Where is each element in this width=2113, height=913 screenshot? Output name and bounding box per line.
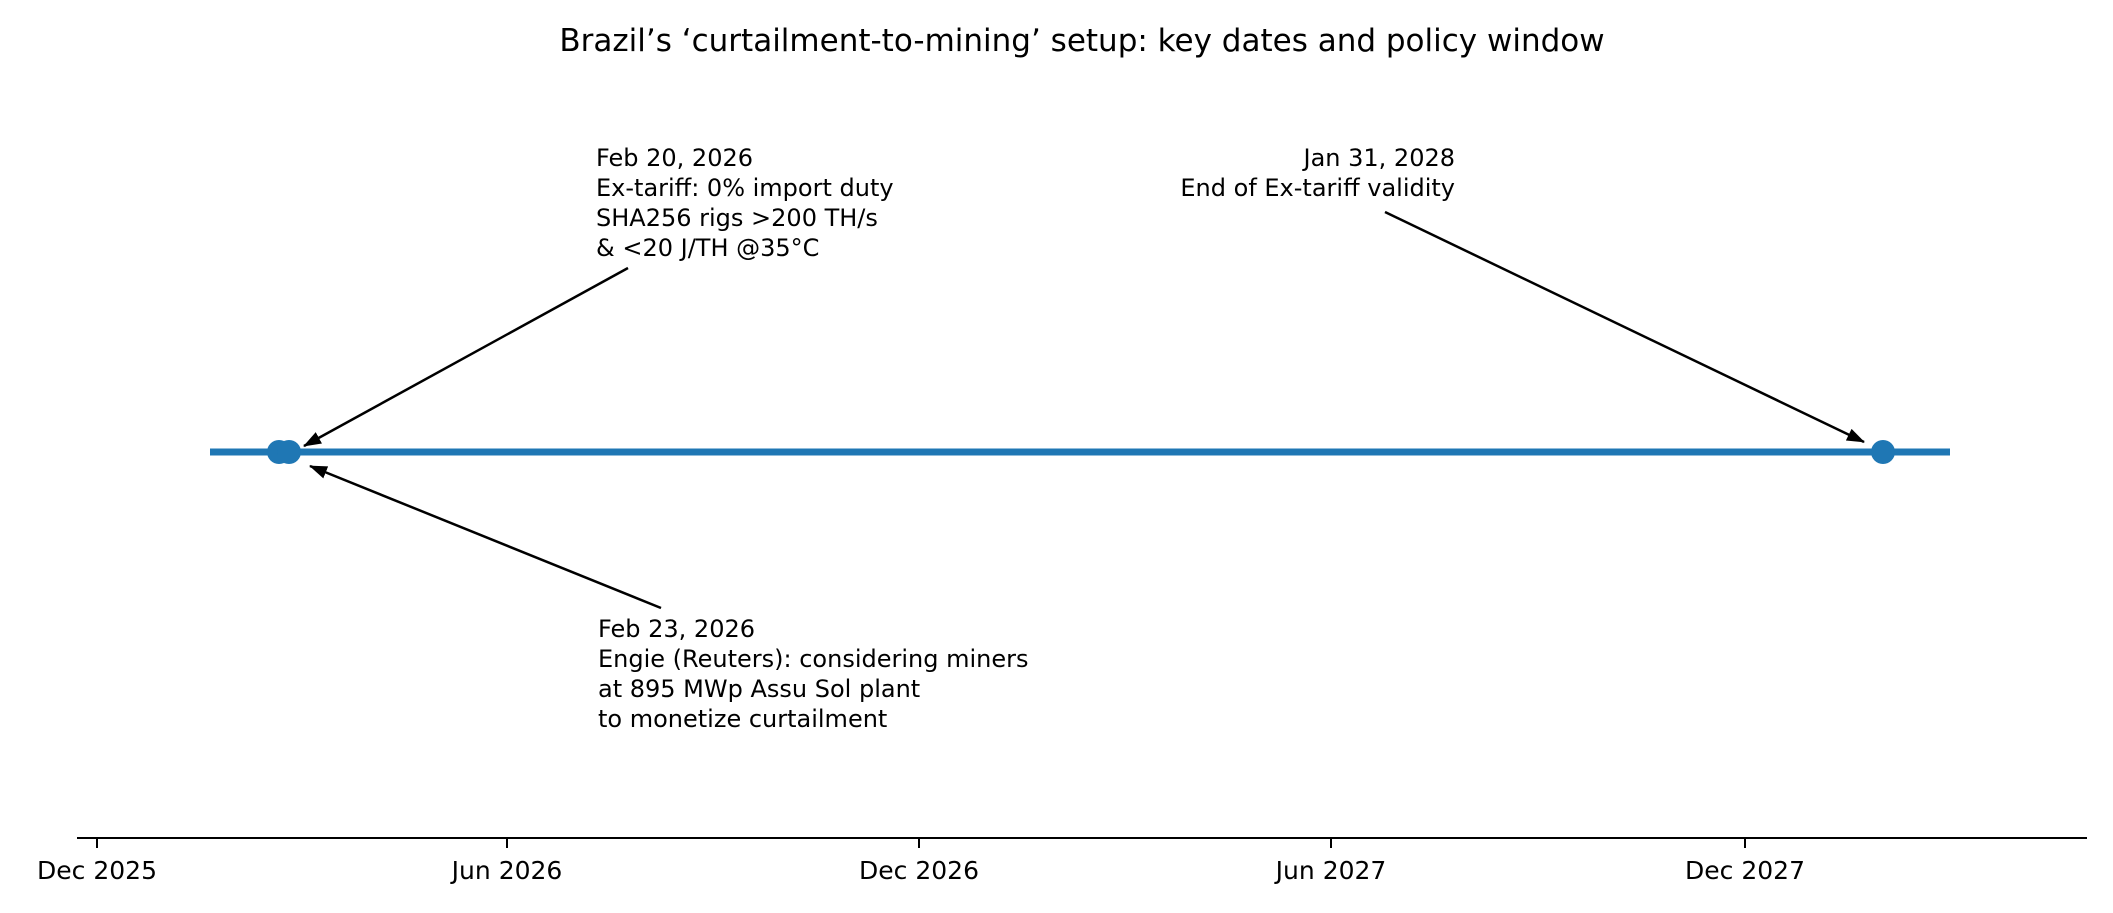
x-tick-label-dec-2027: Dec 2027	[1685, 856, 1805, 885]
chart-title: Brazil’s ‘curtailment-to-mining’ setup: …	[559, 23, 1605, 59]
event-marker-jan31-2028	[1871, 440, 1895, 464]
annotation-jan31-end-of-ex-tariff: Jan 31, 2028 End of Ex-tariff validity	[1180, 144, 1455, 202]
x-tick-label-jun-2026: Jun 2026	[451, 856, 563, 885]
annotation-feb23-engie: Feb 23, 2026 Engie (Reuters): considerin…	[598, 615, 1029, 733]
arrow-jan31-annotation	[1384, 210, 1865, 444]
event-marker-feb23-2026	[277, 440, 301, 464]
x-tick-label-dec-2025: Dec 2025	[37, 856, 157, 885]
arrow-feb20-annotation	[303, 266, 629, 448]
x-tick-label-dec-2026: Dec 2026	[859, 856, 979, 885]
annotation-feb20-ex-tariff: Feb 20, 2026 Ex-tariff: 0% import duty S…	[596, 144, 894, 262]
arrow-feb23-annotation	[309, 464, 662, 610]
x-tick-label-jun-2027: Jun 2027	[1275, 856, 1387, 885]
